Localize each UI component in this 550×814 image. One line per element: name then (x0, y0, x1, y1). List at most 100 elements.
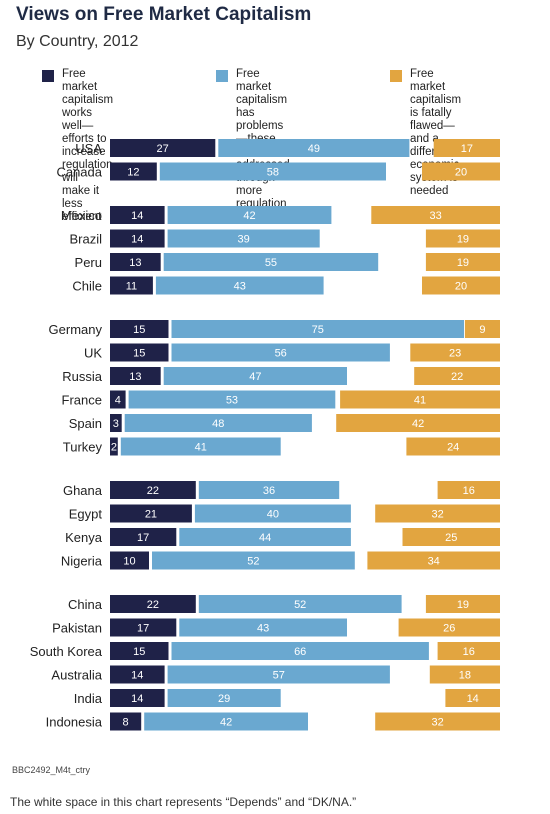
bar-ghana-fatally-flawed (437, 481, 500, 499)
bar-spain-has-problems (124, 414, 312, 432)
bar-peru-fatally-flawed (425, 253, 500, 271)
bar-india-fatally-flawed (445, 689, 500, 707)
data-label-peru-has-problems: 55 (265, 257, 277, 269)
data-label-china-has-problems: 52 (294, 599, 306, 611)
data-label-usa-works-well: 27 (157, 143, 169, 155)
bar-chile-fatally-flawed (422, 276, 500, 295)
data-label-brazil-works-well: 14 (131, 234, 143, 246)
country-label-mexico: Mexico (61, 208, 102, 223)
data-label-spain-fatally-flawed: 42 (412, 418, 424, 430)
data-label-china-works-well: 22 (147, 599, 159, 611)
bar-nigeria-fatally-flawed (367, 551, 500, 570)
bar-uk-works-well (110, 343, 169, 362)
bar-pakistan-has-problems (179, 618, 347, 637)
bar-south-korea-has-problems (171, 642, 429, 660)
data-label-germany-fatally-flawed: 9 (479, 324, 485, 336)
bar-indonesia-fatally-flawed (375, 712, 500, 731)
data-label-spain-has-problems: 48 (212, 418, 224, 430)
bar-uk-fatally-flawed (410, 343, 500, 362)
bar-egypt-has-problems (194, 504, 351, 523)
country-label-chile: Chile (72, 279, 102, 294)
legend-label-works-well: Free market capitalism works well—effort… (62, 68, 114, 223)
bar-kenya-fatally-flawed (402, 528, 500, 546)
bar-peru-has-problems (163, 253, 379, 271)
bar-chile-has-problems (155, 276, 324, 295)
bar-nigeria-has-problems (152, 551, 355, 570)
data-label-chile-fatally-flawed: 20 (455, 281, 467, 293)
bar-turkey-works-well (110, 437, 118, 456)
bar-usa-has-problems (218, 139, 410, 157)
data-label-canada-fatally-flawed: 20 (455, 167, 467, 179)
data-label-canada-has-problems: 58 (267, 167, 279, 179)
bar-mexico-fatally-flawed (371, 206, 500, 224)
data-label-india-has-problems: 29 (218, 693, 230, 705)
bar-mexico-works-well (110, 206, 165, 224)
bar-indonesia-has-problems (144, 712, 308, 731)
data-label-germany-works-well: 15 (133, 324, 145, 336)
bar-mexico-has-problems (167, 206, 332, 224)
data-label-pakistan-fatally-flawed: 26 (443, 623, 455, 635)
bar-canada-fatally-flawed (422, 162, 500, 181)
bar-canada-works-well (110, 162, 157, 181)
bar-south-korea-works-well (110, 642, 169, 660)
bar-egypt-fatally-flawed (375, 504, 500, 523)
country-label-uk: UK (84, 346, 102, 361)
country-label-egypt: Egypt (69, 507, 103, 522)
bar-france-has-problems (128, 390, 336, 409)
bar-pakistan-works-well (110, 618, 177, 637)
country-label-india: India (74, 691, 103, 706)
data-label-australia-fatally-flawed: 18 (459, 670, 471, 682)
bar-pakistan-fatally-flawed (398, 618, 500, 637)
bar-china-has-problems (198, 595, 402, 613)
country-label-australia: Australia (51, 668, 102, 683)
bar-germany-fatally-flawed (464, 320, 500, 338)
bar-south-korea-fatally-flawed (437, 642, 500, 660)
data-label-russia-has-problems: 47 (249, 371, 261, 383)
data-label-france-has-problems: 53 (226, 395, 238, 407)
data-label-brazil-has-problems: 39 (238, 234, 250, 246)
chart-title: Views on Free Market Capitalism (16, 4, 312, 25)
data-label-ghana-fatally-flawed: 16 (463, 485, 475, 497)
data-label-brazil-fatally-flawed: 19 (457, 234, 469, 246)
bar-india-works-well (110, 689, 165, 707)
bar-kenya-works-well (110, 528, 177, 546)
bar-spain-works-well (110, 414, 122, 432)
country-label-china: China (68, 597, 103, 612)
data-label-china-fatally-flawed: 19 (457, 599, 469, 611)
bar-france-works-well (110, 390, 126, 409)
bar-australia-has-problems (167, 665, 390, 684)
data-label-egypt-fatally-flawed: 32 (431, 509, 443, 521)
bar-france-fatally-flawed (340, 390, 500, 409)
country-label-russia: Russia (62, 369, 103, 384)
bar-ghana-works-well (110, 481, 196, 499)
country-label-usa: USA (75, 141, 102, 156)
country-label-peru: Peru (75, 255, 102, 270)
data-label-uk-has-problems: 56 (275, 348, 287, 360)
bar-australia-fatally-flawed (429, 665, 500, 684)
legend-swatch-works-well (42, 70, 54, 82)
data-label-usa-fatally-flawed: 17 (461, 143, 473, 155)
footnote: The white space in this chart represents… (10, 795, 357, 809)
bar-brazil-works-well (110, 229, 165, 248)
bar-canada-has-problems (159, 162, 386, 181)
bar-china-fatally-flawed (425, 595, 500, 613)
data-label-usa-has-problems: 49 (308, 143, 320, 155)
data-label-kenya-fatally-flawed: 25 (445, 532, 457, 544)
country-label-ghana: Ghana (63, 483, 103, 498)
data-label-australia-has-problems: 57 (273, 670, 285, 682)
data-label-india-works-well: 14 (131, 693, 143, 705)
data-label-chile-works-well: 11 (126, 281, 137, 293)
data-label-south-korea-works-well: 15 (133, 646, 145, 658)
bar-brazil-fatally-flawed (425, 229, 500, 248)
data-label-peru-works-well: 13 (129, 257, 141, 269)
data-label-australia-works-well: 14 (131, 670, 143, 682)
country-label-south-korea: South Korea (30, 644, 103, 659)
data-label-nigeria-fatally-flawed: 34 (428, 556, 440, 568)
country-label-canada: Canada (56, 165, 102, 180)
data-label-kenya-has-problems: 44 (259, 532, 271, 544)
bar-indonesia-works-well (110, 712, 142, 731)
data-label-kenya-works-well: 17 (137, 532, 149, 544)
bar-germany-has-problems (171, 320, 464, 338)
data-label-nigeria-has-problems: 52 (247, 556, 259, 568)
data-label-turkey-works-well: 2 (111, 442, 117, 454)
